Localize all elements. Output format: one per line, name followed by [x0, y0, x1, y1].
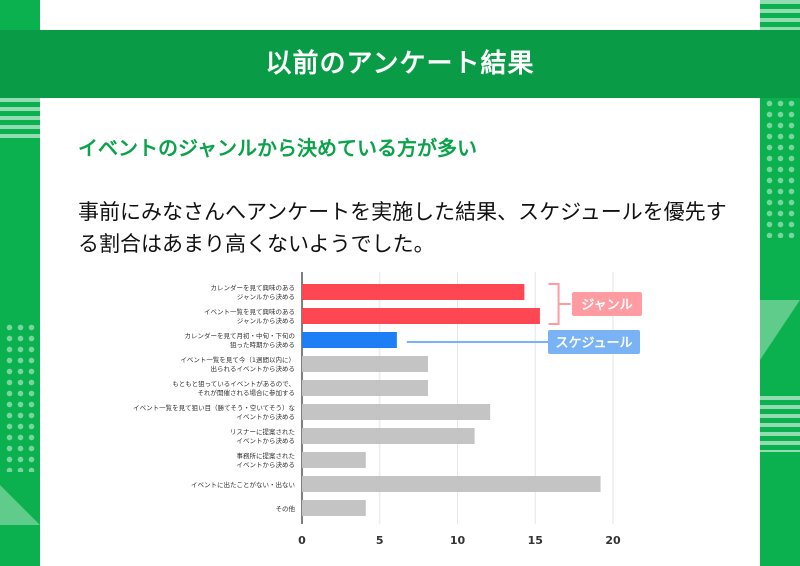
category-label: イベントから決める — [237, 436, 296, 445]
x-tick-label: 10 — [450, 534, 466, 547]
right-decoration — [760, 0, 800, 566]
category-label: その他 — [276, 504, 296, 513]
header-bar — [0, 30, 800, 98]
bar — [302, 404, 491, 420]
schedule-tag — [548, 330, 640, 354]
bar — [302, 428, 475, 444]
category-label: 出られるイベントから決める — [211, 364, 296, 373]
stripe-pattern — [760, 396, 800, 452]
category-label: イベントから決める — [237, 412, 296, 421]
category-label: 事務所に提案された — [237, 451, 296, 460]
stripe-pattern — [0, 98, 40, 140]
category-label: カレンダーを見て興味のある — [211, 283, 296, 292]
section-subtitle: イベントのジャンルから決めている方が多い — [78, 136, 477, 160]
bar — [302, 452, 366, 468]
category-label: カレンダーを見て月初・中旬・下旬の — [185, 331, 296, 340]
bar — [302, 476, 601, 492]
bar — [302, 380, 428, 396]
stripe-pattern — [760, 0, 800, 30]
category-label: 狙った時期から決める — [230, 340, 295, 349]
category-label: リスナーに提案された — [230, 427, 295, 436]
bar — [302, 308, 540, 324]
x-tick-label: 15 — [528, 534, 543, 547]
genre-tag — [572, 292, 642, 316]
page-title: 以前のアンケート結果 — [265, 49, 535, 79]
genre-tag-label: ジャンル — [581, 298, 632, 313]
category-label: イベント一覧を見て今（1週間以内に） — [180, 355, 295, 364]
x-tick-label: 0 — [298, 534, 306, 547]
left-decoration — [0, 0, 40, 566]
schedule-tag-label: スケジュール — [555, 336, 632, 351]
bar-chart: カレンダーを見て興味のあるジャンルから決めるイベント一覧を見て興味のあるジャンル… — [133, 272, 642, 547]
body-text: 事前にみなさんへアンケートを実施した結果、スケジュールを優先する割合はあまり高く… — [78, 200, 727, 256]
category-label: ジャンルから決める — [237, 292, 295, 301]
category-label: ジャンルから決める — [237, 316, 295, 325]
category-label: もともと狙っているイベントがあるので、 — [172, 379, 295, 388]
bar — [302, 332, 397, 348]
x-tick-label: 5 — [376, 534, 384, 547]
bar — [302, 356, 428, 372]
bar — [302, 284, 525, 300]
category-label: それが開催される場合に参加する — [198, 388, 296, 397]
dot-pattern — [4, 322, 36, 472]
category-label: イベント一覧を見て興味のある — [204, 307, 295, 316]
dot-pattern — [764, 98, 796, 238]
category-label: イベントに出たことがない・出ない — [191, 480, 295, 489]
genre-bracket — [548, 283, 560, 325]
category-label: イベントから決める — [237, 460, 296, 469]
category-label: イベント一覧を見て狙い目（勝てそう・空いてそう）な — [133, 403, 295, 412]
x-tick-label: 20 — [605, 534, 621, 547]
triangle-shape — [760, 300, 800, 360]
triangle-shape — [0, 485, 40, 525]
bar — [302, 500, 366, 516]
